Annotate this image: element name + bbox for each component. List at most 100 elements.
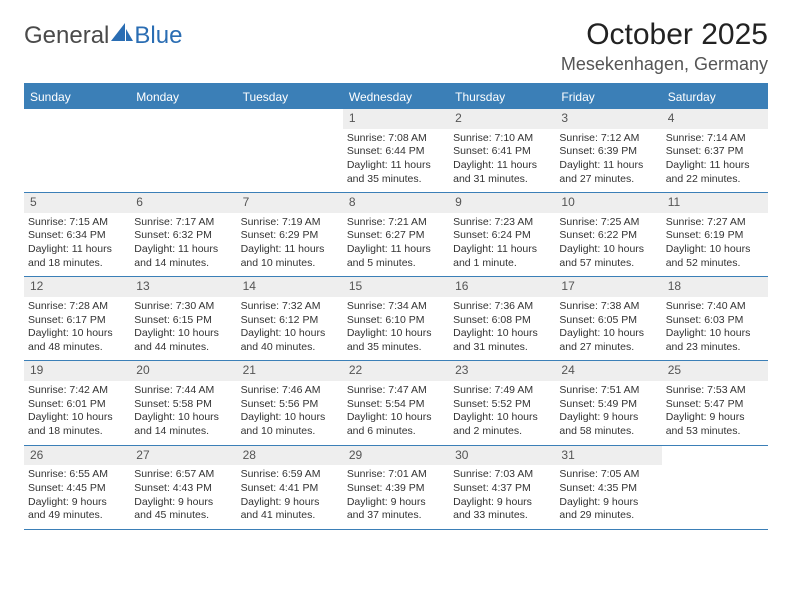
sunset-text: Sunset: 5:49 PM (559, 398, 657, 412)
daynum-wrap: 21 (237, 361, 343, 381)
day-cell: 25Sunrise: 7:53 AMSunset: 5:47 PMDayligh… (662, 361, 768, 444)
daylight-text: Daylight: 10 hours and 31 minutes. (453, 327, 551, 354)
daynum-wrap: 11 (662, 193, 768, 213)
day-cell: 27Sunrise: 6:57 AMSunset: 4:43 PMDayligh… (130, 446, 236, 529)
sunrise-text: Sunrise: 7:21 AM (347, 216, 445, 230)
daylight-text: Daylight: 10 hours and 52 minutes. (666, 243, 764, 270)
day-number: 31 (561, 448, 655, 464)
sunset-text: Sunset: 6:29 PM (241, 229, 339, 243)
day-number: 27 (136, 448, 230, 464)
day-cell: 26Sunrise: 6:55 AMSunset: 4:45 PMDayligh… (24, 446, 130, 529)
daynum-wrap: 16 (449, 277, 555, 297)
sunrise-text: Sunrise: 7:19 AM (241, 216, 339, 230)
sunset-text: Sunset: 6:32 PM (134, 229, 232, 243)
day-number: 5 (30, 195, 124, 211)
daylight-text: Daylight: 11 hours and 22 minutes. (666, 159, 764, 186)
day-cell: 16Sunrise: 7:36 AMSunset: 6:08 PMDayligh… (449, 277, 555, 360)
daylight-text: Daylight: 9 hours and 53 minutes. (666, 411, 764, 438)
daylight-text: Daylight: 10 hours and 6 minutes. (347, 411, 445, 438)
daynum-wrap: 5 (24, 193, 130, 213)
daynum-wrap: 30 (449, 446, 555, 466)
daylight-text: Daylight: 9 hours and 33 minutes. (453, 496, 551, 523)
daylight-text: Daylight: 10 hours and 57 minutes. (559, 243, 657, 270)
day-cell: 8Sunrise: 7:21 AMSunset: 6:27 PMDaylight… (343, 193, 449, 276)
daynum-wrap: 1 (343, 109, 449, 129)
sunset-text: Sunset: 5:52 PM (453, 398, 551, 412)
day-cell: 30Sunrise: 7:03 AMSunset: 4:37 PMDayligh… (449, 446, 555, 529)
sunrise-text: Sunrise: 7:51 AM (559, 384, 657, 398)
dayhead-saturday: Saturday (662, 85, 768, 109)
day-number: 15 (349, 279, 443, 295)
sunrise-text: Sunrise: 7:44 AM (134, 384, 232, 398)
day-header-row: Sunday Monday Tuesday Wednesday Thursday… (24, 85, 768, 109)
sunset-text: Sunset: 6:17 PM (28, 314, 126, 328)
day-number: 24 (561, 363, 655, 379)
week-row: 12Sunrise: 7:28 AMSunset: 6:17 PMDayligh… (24, 277, 768, 361)
dayhead-monday: Monday (130, 85, 236, 109)
day-cell: 13Sunrise: 7:30 AMSunset: 6:15 PMDayligh… (130, 277, 236, 360)
week-row: 5Sunrise: 7:15 AMSunset: 6:34 PMDaylight… (24, 193, 768, 277)
daynum-wrap: 24 (555, 361, 661, 381)
sunset-text: Sunset: 4:39 PM (347, 482, 445, 496)
day-cell: 2Sunrise: 7:10 AMSunset: 6:41 PMDaylight… (449, 109, 555, 192)
sunset-text: Sunset: 6:24 PM (453, 229, 551, 243)
day-cell: 21Sunrise: 7:46 AMSunset: 5:56 PMDayligh… (237, 361, 343, 444)
daynum-wrap: 19 (24, 361, 130, 381)
daylight-text: Daylight: 11 hours and 18 minutes. (28, 243, 126, 270)
day-number: 3 (561, 111, 655, 127)
daylight-text: Daylight: 9 hours and 58 minutes. (559, 411, 657, 438)
day-number: 6 (136, 195, 230, 211)
title-block: October 2025 Mesekenhagen, Germany (561, 18, 768, 75)
day-cell: 9Sunrise: 7:23 AMSunset: 6:24 PMDaylight… (449, 193, 555, 276)
day-number: 19 (30, 363, 124, 379)
daylight-text: Daylight: 10 hours and 2 minutes. (453, 411, 551, 438)
sunset-text: Sunset: 4:37 PM (453, 482, 551, 496)
day-number: 17 (561, 279, 655, 295)
brand-part1: General (24, 22, 109, 50)
daynum-wrap (662, 446, 768, 450)
sunrise-text: Sunrise: 7:32 AM (241, 300, 339, 314)
sunrise-text: Sunrise: 7:49 AM (453, 384, 551, 398)
month-title: October 2025 (561, 18, 768, 52)
sunrise-text: Sunrise: 7:28 AM (28, 300, 126, 314)
daynum-wrap: 22 (343, 361, 449, 381)
day-number: 14 (243, 279, 337, 295)
sunset-text: Sunset: 6:41 PM (453, 145, 551, 159)
day-number: 25 (668, 363, 762, 379)
sunrise-text: Sunrise: 7:42 AM (28, 384, 126, 398)
sunset-text: Sunset: 6:03 PM (666, 314, 764, 328)
sunrise-text: Sunrise: 7:25 AM (559, 216, 657, 230)
daylight-text: Daylight: 11 hours and 5 minutes. (347, 243, 445, 270)
day-number: 18 (668, 279, 762, 295)
daylight-text: Daylight: 10 hours and 40 minutes. (241, 327, 339, 354)
sunrise-text: Sunrise: 6:57 AM (134, 468, 232, 482)
day-cell: 22Sunrise: 7:47 AMSunset: 5:54 PMDayligh… (343, 361, 449, 444)
day-number: 16 (455, 279, 549, 295)
daylight-text: Daylight: 11 hours and 35 minutes. (347, 159, 445, 186)
daylight-text: Daylight: 10 hours and 35 minutes. (347, 327, 445, 354)
daynum-wrap: 7 (237, 193, 343, 213)
sunrise-text: Sunrise: 7:47 AM (347, 384, 445, 398)
daynum-wrap: 9 (449, 193, 555, 213)
daylight-text: Daylight: 10 hours and 48 minutes. (28, 327, 126, 354)
daylight-text: Daylight: 9 hours and 37 minutes. (347, 496, 445, 523)
day-number: 21 (243, 363, 337, 379)
sunrise-text: Sunrise: 7:30 AM (134, 300, 232, 314)
day-number: 12 (30, 279, 124, 295)
day-cell (662, 446, 768, 529)
sunrise-text: Sunrise: 7:27 AM (666, 216, 764, 230)
day-cell (130, 109, 236, 192)
sunrise-text: Sunrise: 7:53 AM (666, 384, 764, 398)
daynum-wrap: 8 (343, 193, 449, 213)
day-number: 22 (349, 363, 443, 379)
day-cell (24, 109, 130, 192)
daynum-wrap: 23 (449, 361, 555, 381)
brand-sail-icon (111, 22, 133, 50)
sunset-text: Sunset: 6:39 PM (559, 145, 657, 159)
sunrise-text: Sunrise: 7:34 AM (347, 300, 445, 314)
dayhead-wednesday: Wednesday (343, 85, 449, 109)
sunset-text: Sunset: 6:34 PM (28, 229, 126, 243)
daynum-wrap: 13 (130, 277, 236, 297)
day-number: 9 (455, 195, 549, 211)
day-number: 28 (243, 448, 337, 464)
